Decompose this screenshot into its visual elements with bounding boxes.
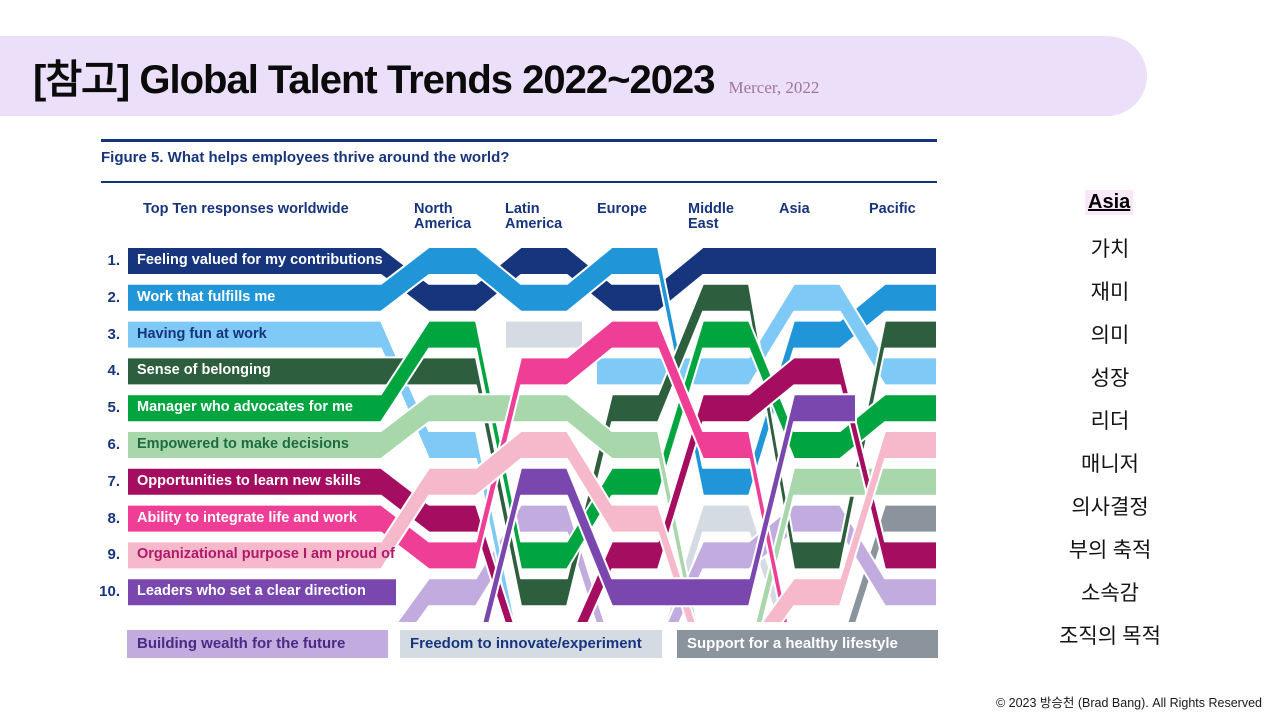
legend-building-wealth: Building wealth for the future xyxy=(127,630,388,658)
column-header-0: Top Ten responses worldwide xyxy=(143,201,349,217)
worldwide-item-label: Manager who advocates for me xyxy=(137,399,353,416)
ribbon-having-fun xyxy=(126,319,517,622)
figure-bottom-rule xyxy=(101,181,937,183)
worldwide-item-label: Empowered to make decisions xyxy=(137,436,349,452)
korean-list-item: 성장 xyxy=(1090,366,1130,390)
legend-freedom-innovate: Freedom to innovate/experiment xyxy=(400,630,662,658)
ribbon-empowered xyxy=(754,466,938,622)
worldwide-item-label: Leaders who set a clear direction xyxy=(137,583,366,600)
rank-number: 8. xyxy=(107,509,120,527)
ribbon-org-purpose xyxy=(126,430,697,622)
ribbon-learn-skills xyxy=(575,356,938,622)
ribbon-healthy-lifestyle xyxy=(846,503,938,622)
page-title-text: [참고] Global Talent Trends 2022~2023 xyxy=(33,58,715,102)
worldwide-item-label: Organizational purpose I am proud of xyxy=(137,546,395,563)
figure-top-rule xyxy=(101,139,937,142)
korean-list-item: 조직의 목적 xyxy=(1059,624,1161,648)
column-header-6: Pacific xyxy=(869,201,916,217)
korean-list-item: 의사결정 xyxy=(1071,495,1149,519)
korean-list-item: 의미 xyxy=(1090,323,1130,347)
legend-label: Freedom to innovate/experiment xyxy=(410,635,642,652)
rank-number: 5. xyxy=(107,399,120,417)
korean-list-item: 부의 축적 xyxy=(1068,538,1152,562)
rank-number: 10. xyxy=(99,583,120,601)
worldwide-item-label: Sense of belonging xyxy=(137,362,271,379)
rank-number: 1. xyxy=(107,252,120,269)
copyright: © 2023 방승천 (Brad Bang). All Rights Reser… xyxy=(995,696,1262,710)
korean-list-item: 재미 xyxy=(1090,280,1130,304)
column-header-5: Asia xyxy=(779,201,810,217)
column-header-1: North America xyxy=(414,201,472,233)
korean-list-item: 소속감 xyxy=(1081,581,1139,605)
rank-number: 7. xyxy=(107,472,120,490)
rank-number: 6. xyxy=(107,436,120,453)
worldwide-item-label: Having fun at work xyxy=(137,325,267,342)
rank-number: 9. xyxy=(107,546,120,564)
worldwide-item-label: Ability to integrate life and work xyxy=(137,509,357,526)
right-panel-title: Asia xyxy=(1085,190,1134,215)
legend-label: Building wealth for the future xyxy=(137,635,346,652)
rank-number: 2. xyxy=(107,288,120,306)
worldwide-item-label: Opportunities to learn new skills xyxy=(137,472,361,489)
page-title: [참고] Global Talent Trends 2022~2023 Merce… xyxy=(33,47,819,105)
figure-title: Figure 5. What helps employees thrive ar… xyxy=(101,149,510,166)
ribbon-work-fulfills xyxy=(126,246,938,497)
ribbon-manager-advocates xyxy=(126,319,938,571)
column-header-3: Europe xyxy=(597,201,647,217)
rank-number: 4. xyxy=(107,362,120,380)
column-header-2: Latin America xyxy=(505,201,563,233)
ribbon-org-purpose xyxy=(760,430,938,622)
ribbon-leaders-direction xyxy=(126,577,398,608)
korean-list-item: 가치 xyxy=(1090,237,1130,261)
column-header-4: Middle East xyxy=(688,201,734,233)
ribbon-leaders-direction xyxy=(481,393,857,622)
rank-number: 3. xyxy=(107,325,120,343)
worldwide-item-label: Work that fulfills me xyxy=(137,288,276,305)
legend-healthy-lifestyle: Support for a healthy lifestyle xyxy=(677,630,938,658)
ribbon-empowered xyxy=(126,393,699,622)
ribbon-integrate-life xyxy=(126,319,790,622)
title-banner: [참고] Global Talent Trends 2022~2023 Merce… xyxy=(0,36,1147,116)
source-citation: Mercer, 2022 xyxy=(728,78,820,97)
ribbon-freedom-innovate xyxy=(504,319,584,350)
korean-list-item: 매니저 xyxy=(1081,452,1139,476)
korean-list-item: 리더 xyxy=(1090,409,1130,433)
legend-label: Support for a healthy lifestyle xyxy=(687,635,898,652)
worldwide-item-label: Feeling valued for my contributions xyxy=(137,252,383,268)
